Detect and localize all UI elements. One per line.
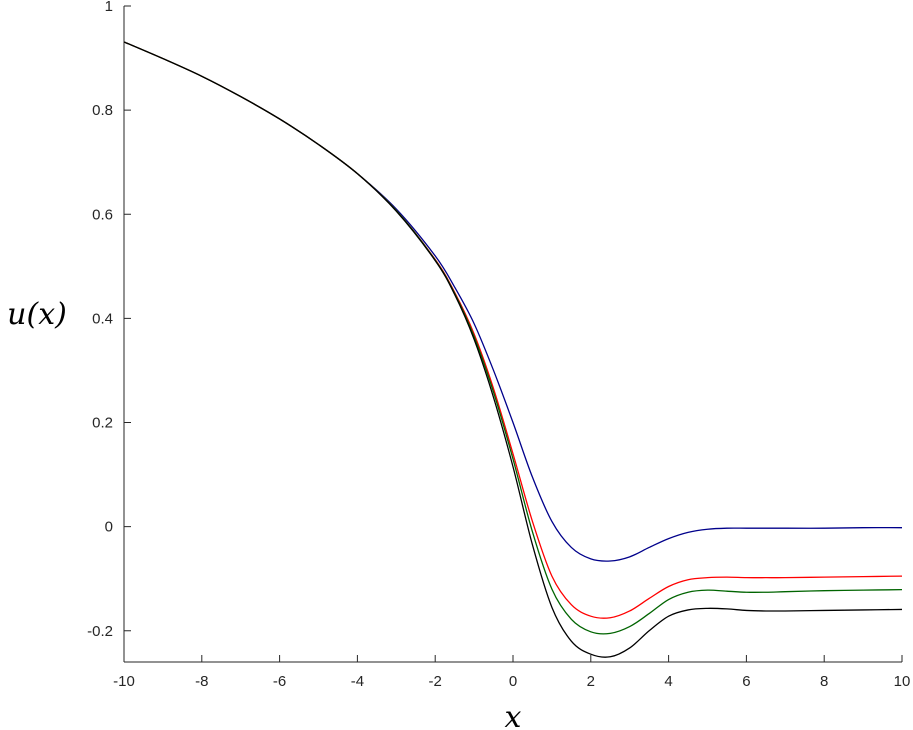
- x-tick-label: 10: [894, 673, 911, 690]
- x-tick-label: -2: [429, 673, 442, 690]
- axes: -10 -8 -6 -4 -2 0 2 4 6 8 10 -0.2 0 0.2 0.4 0.6 0.8 1: [87, 0, 910, 690]
- series-line-4: [123, 41, 903, 658]
- y-tick-label: 0: [105, 519, 113, 536]
- x-tick-label: -6: [273, 673, 286, 690]
- y-tick-label: 0.6: [92, 206, 113, 223]
- x-tick-label: -10: [113, 673, 135, 690]
- x-axis-label: x: [505, 700, 522, 730]
- series-line-2: [123, 41, 903, 619]
- x-tick-label: 4: [664, 673, 672, 690]
- series-line-1: [123, 41, 903, 562]
- y-tick-label: 0.4: [92, 310, 113, 327]
- y-axis-label: u(x): [7, 297, 67, 332]
- series-line-3: [123, 41, 903, 635]
- x-tick-label: 6: [742, 673, 750, 690]
- x-tick-label: 2: [587, 673, 595, 690]
- y-tick-label: -0.2: [87, 623, 113, 640]
- y-tick-label: 0.8: [92, 102, 113, 119]
- y-tick-label: 1: [105, 0, 113, 15]
- y-tick-label: 0.2: [92, 415, 113, 432]
- x-tick-label: 8: [820, 673, 828, 690]
- x-tick-label: -8: [195, 673, 208, 690]
- series-layer: [123, 41, 903, 658]
- x-tick-label: 0: [509, 673, 517, 690]
- x-tick-label: -4: [351, 673, 364, 690]
